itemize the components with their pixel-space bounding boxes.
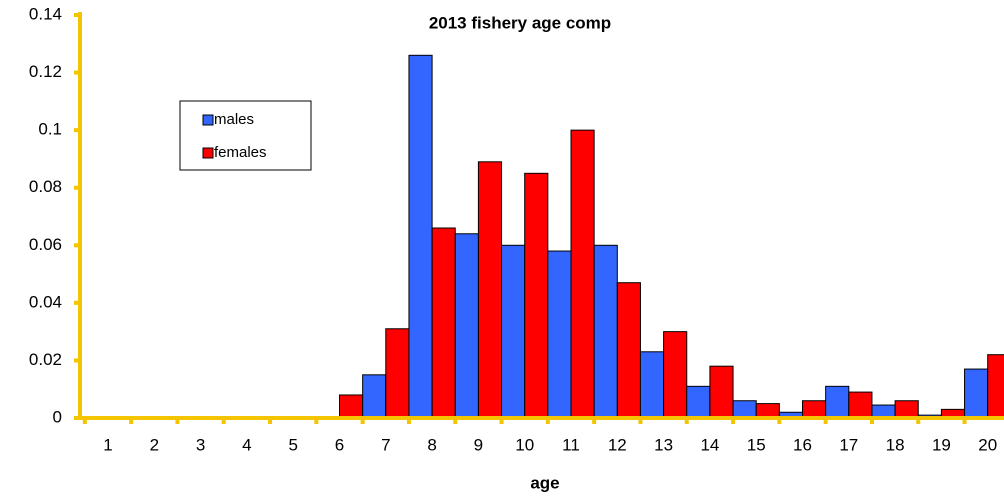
bar <box>825 385 850 419</box>
bar <box>431 227 456 419</box>
bar <box>848 391 873 419</box>
x-tick-label: 13 <box>654 435 673 454</box>
x-tick-label: 7 <box>381 435 390 454</box>
x-tick-label: 4 <box>242 435 251 454</box>
bar <box>339 394 364 419</box>
y-tick-label: 0.06 <box>29 235 62 254</box>
bar <box>524 172 549 419</box>
bar <box>732 400 757 419</box>
y-tick-label: 0.02 <box>29 350 62 369</box>
legend-text: females <box>214 144 267 161</box>
x-tick-label: 12 <box>608 435 627 454</box>
x-tick-label: 20 <box>978 435 997 454</box>
bar <box>385 328 410 419</box>
x-tick-label: 19 <box>932 435 951 454</box>
bar <box>501 244 526 419</box>
x-tick-label: 3 <box>196 435 205 454</box>
x-axis-label: age <box>530 473 559 492</box>
y-tick-label: 0.12 <box>29 62 62 81</box>
bar <box>755 403 780 419</box>
bar <box>454 233 479 419</box>
x-tick-label: 11 <box>562 435 580 454</box>
x-tick-label: 16 <box>793 435 812 454</box>
y-tick-label: 0.1 <box>38 120 62 139</box>
y-tick-label: 0.14 <box>29 4 62 23</box>
bar <box>686 385 711 419</box>
x-tick-label: 17 <box>839 435 858 454</box>
bar <box>709 365 734 419</box>
x-tick-label: 5 <box>288 435 297 454</box>
bar <box>408 54 433 419</box>
bar <box>547 250 572 419</box>
y-tick-label: 0 <box>53 407 62 426</box>
x-tick-label: 15 <box>747 435 766 454</box>
bar <box>663 331 688 419</box>
chart-title: 2013 fishery age comp <box>429 13 611 32</box>
bar <box>964 368 989 419</box>
legend-text: males <box>214 111 254 128</box>
x-tick-label: 18 <box>886 435 905 454</box>
bar <box>639 351 665 419</box>
x-tick-label: 2 <box>150 435 159 454</box>
bar <box>987 354 1004 419</box>
x-tick-label: 10 <box>515 435 534 454</box>
bar <box>802 400 827 419</box>
bar <box>894 400 919 419</box>
legend-box <box>179 100 312 171</box>
bar <box>362 374 387 419</box>
legend-swatch <box>202 147 214 159</box>
y-tick-label: 0.04 <box>29 292 62 311</box>
y-tick-label: 0.08 <box>29 177 62 196</box>
bar <box>593 244 618 419</box>
bar <box>570 129 595 419</box>
x-tick-label: 1 <box>103 435 112 454</box>
x-tick-label: 14 <box>700 435 719 454</box>
x-tick-label: 8 <box>427 435 436 454</box>
legend-swatch <box>202 114 214 126</box>
x-tick-label: 9 <box>474 435 483 454</box>
bar <box>477 161 503 419</box>
x-tick-label: 6 <box>335 435 344 454</box>
bar <box>616 282 641 419</box>
